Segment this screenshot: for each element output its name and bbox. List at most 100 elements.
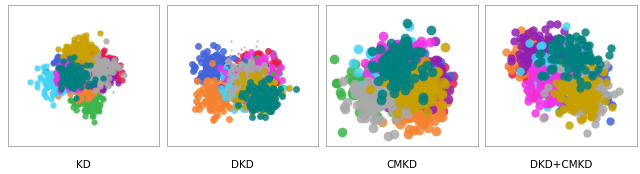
Point (554, 63, 564, 66)
Point (591, 100, 601, 103)
Point (259, 80, 269, 82)
Point (78, 91, 88, 93)
Point (535, 42, 545, 45)
Point (238, 86, 248, 89)
Point (248, 65, 258, 67)
Point (366, 91, 376, 94)
Point (91, 68, 101, 71)
Point (532, 63, 542, 65)
Point (512, 59, 522, 61)
Point (605, 47, 616, 50)
Point (388, 78, 399, 81)
Point (253, 99, 264, 102)
Point (351, 93, 361, 96)
Point (385, 73, 395, 76)
Point (392, 78, 403, 81)
Point (197, 104, 207, 107)
Point (376, 98, 387, 101)
Point (387, 62, 397, 65)
Point (42, 86, 52, 89)
Point (562, 67, 572, 70)
Point (229, 70, 239, 73)
Point (602, 84, 612, 86)
Point (406, 46, 416, 49)
Point (67, 79, 77, 82)
Point (531, 37, 541, 40)
Point (244, 74, 254, 77)
Point (546, 87, 556, 89)
Point (69, 38, 79, 41)
Point (234, 73, 244, 76)
Point (67, 78, 77, 81)
Point (580, 82, 590, 85)
Point (200, 60, 210, 63)
Point (218, 104, 228, 107)
Point (544, 60, 554, 62)
Point (69, 70, 79, 73)
Point (528, 72, 538, 75)
Point (399, 73, 410, 76)
Point (373, 94, 383, 97)
Point (393, 65, 403, 68)
Point (435, 70, 445, 73)
Point (71, 62, 81, 65)
Point (259, 101, 269, 104)
Point (266, 110, 276, 113)
Point (581, 104, 591, 107)
Point (88, 81, 98, 83)
Point (259, 86, 269, 89)
Point (267, 62, 277, 65)
Point (59, 71, 69, 74)
Point (253, 63, 263, 66)
Point (557, 88, 567, 91)
Point (554, 72, 564, 74)
Point (252, 91, 262, 93)
Point (61, 81, 72, 83)
Point (58, 73, 68, 75)
Point (526, 78, 536, 81)
Point (99, 65, 109, 68)
Point (51, 89, 61, 92)
Point (550, 54, 560, 57)
Point (534, 48, 544, 51)
Point (536, 85, 546, 88)
Point (440, 76, 451, 79)
Point (367, 67, 378, 70)
Point (582, 86, 592, 88)
Point (32, 81, 42, 84)
Point (241, 87, 251, 90)
Point (394, 76, 404, 79)
Point (552, 72, 562, 75)
Point (571, 86, 581, 89)
Point (262, 68, 273, 71)
Point (72, 49, 83, 51)
Point (567, 65, 577, 68)
Point (376, 95, 387, 98)
Point (426, 71, 436, 74)
Point (87, 74, 97, 77)
Point (557, 78, 567, 81)
Point (241, 75, 251, 78)
Point (400, 83, 410, 86)
Point (77, 83, 88, 86)
Point (365, 95, 376, 98)
Point (391, 70, 401, 73)
Point (394, 74, 404, 76)
Point (72, 70, 83, 73)
Point (106, 60, 116, 62)
Point (552, 54, 562, 57)
Point (245, 106, 255, 109)
Point (581, 105, 591, 108)
Point (359, 104, 369, 107)
Point (244, 69, 255, 72)
Point (534, 58, 544, 61)
Point (427, 83, 437, 85)
Point (243, 95, 253, 98)
Point (380, 66, 390, 69)
Point (42, 96, 52, 98)
Point (401, 59, 412, 62)
Point (254, 69, 264, 72)
Point (572, 46, 582, 49)
Point (236, 85, 246, 88)
Point (348, 88, 358, 90)
